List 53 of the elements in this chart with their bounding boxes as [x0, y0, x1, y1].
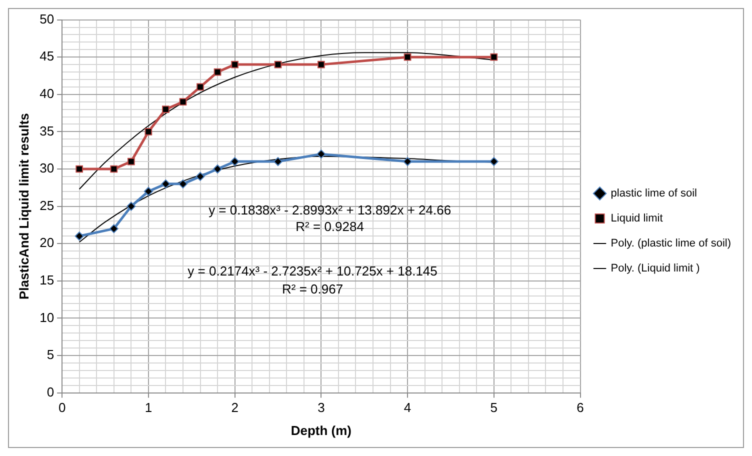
- x-axis-title: Depth (m): [290, 422, 352, 438]
- x-tick-label: 1: [144, 400, 152, 416]
- annotation: y = 0.1838x³ - 2.8993x² + 13.892x + 24.66: [208, 202, 452, 218]
- point: [404, 53, 412, 61]
- point: [74, 232, 84, 241]
- y-tick-label: 45: [40, 48, 54, 64]
- x-tick-label: 3: [318, 400, 325, 416]
- y-tick-label: 0: [46, 384, 54, 400]
- point: [162, 106, 170, 113]
- point: [489, 157, 498, 166]
- point: [161, 179, 170, 188]
- x-tick-label: 5: [490, 400, 498, 416]
- y-tick-label: 40: [40, 86, 54, 101]
- legend-label: plastic lime of soil: [610, 188, 697, 200]
- annotation: R² = 0.9284: [296, 218, 364, 234]
- point: [144, 128, 152, 136]
- x-tick-label: 0: [58, 400, 66, 416]
- point: [179, 98, 187, 106]
- annotation: R² = 0.967: [282, 281, 344, 296]
- y-axis-title: PlasticAnd Liquid limit results: [16, 113, 32, 300]
- y-tick-label: 50: [40, 11, 54, 26]
- point: [110, 165, 118, 173]
- y-tick-label: 20: [40, 235, 54, 250]
- point: [196, 83, 204, 91]
- y-tick-label: 10: [40, 310, 54, 325]
- point: [196, 172, 205, 181]
- point: [403, 157, 412, 166]
- y-tick-label: 30: [40, 160, 54, 176]
- point: [274, 60, 282, 68]
- point: [231, 60, 238, 68]
- point: [317, 60, 325, 68]
- x-tick-label: 4: [404, 400, 412, 416]
- x-tick-label: 6: [576, 400, 584, 416]
- y-tick-label: 35: [40, 123, 54, 138]
- legend-label: Poly. (plastic lime of soil): [610, 238, 732, 250]
- legend-label: Liquid limit: [610, 212, 663, 225]
- point: [109, 224, 118, 234]
- point: [273, 157, 282, 166]
- point: [490, 53, 498, 61]
- legend-label: Poly. (Liquid limit ): [610, 262, 700, 275]
- point: [214, 68, 222, 76]
- point: [126, 202, 136, 211]
- point: [213, 164, 222, 174]
- annotation: y = 0.2174x³ - 2.7235x² + 10.725x + 18.145: [188, 264, 438, 279]
- x-tick-label: 2: [231, 400, 238, 416]
- point: [76, 165, 84, 173]
- y-tick-label: 5: [46, 347, 54, 362]
- y-tick-label: 15: [40, 272, 54, 288]
- point: [230, 157, 240, 166]
- point: [144, 186, 153, 196]
- point: [316, 150, 326, 159]
- point: [127, 158, 135, 166]
- y-tick-label: 25: [40, 198, 54, 213]
